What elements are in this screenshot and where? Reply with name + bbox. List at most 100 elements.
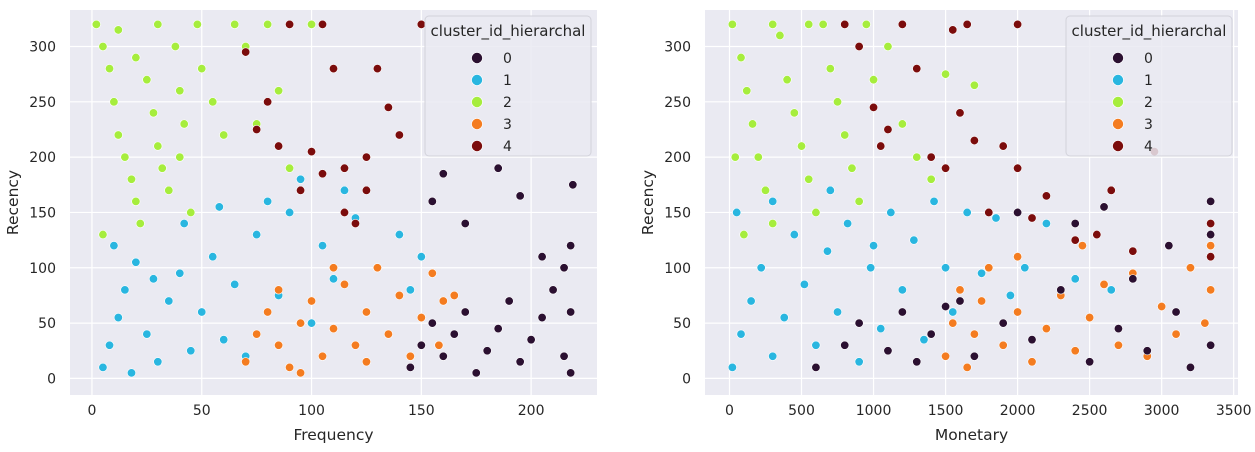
x-tick-label: 0 [87, 403, 96, 419]
scatter-point-cluster-4 [263, 97, 273, 107]
scatter-point-cluster-3 [1113, 340, 1123, 350]
scatter-point-cluster-3 [328, 263, 338, 273]
scatter-point-cluster-1 [746, 296, 756, 306]
scatter-point-cluster-1 [318, 241, 328, 251]
scatter-point-cluster-0 [460, 219, 470, 229]
scatter-point-cluster-3 [1027, 357, 1037, 367]
y-tick-label: 300 [664, 40, 691, 56]
scatter-point-cluster-2 [179, 119, 189, 129]
scatter-point-cluster-1 [394, 230, 404, 240]
scatter-point-cluster-2 [854, 196, 864, 206]
scatter-point-cluster-2 [98, 42, 108, 52]
scatter-point-cluster-0 [548, 285, 558, 295]
scatter-point-cluster-2 [230, 19, 240, 29]
scatter-point-cluster-3 [1077, 241, 1087, 251]
scatter-point-cluster-3 [274, 340, 284, 350]
legend-marker-2 [1112, 96, 1124, 108]
scatter-point-cluster-1 [876, 324, 886, 334]
scatter-point-cluster-2 [869, 75, 879, 85]
scatter-point-cluster-4 [869, 102, 879, 112]
scatter-point-cluster-1 [186, 346, 196, 356]
scatter-point-cluster-3 [307, 296, 317, 306]
scatter-point-cluster-2 [274, 86, 284, 96]
scatter-point-cluster-4 [361, 152, 371, 162]
scatter-point-cluster-1 [866, 263, 876, 273]
y-tick-label: 250 [29, 95, 56, 111]
x-axis-label: Frequency [293, 426, 373, 444]
scatter-point-cluster-2 [131, 196, 141, 206]
x-tick-label: 1500 [928, 403, 964, 419]
legend-title: cluster_id_hierarchal [431, 22, 586, 41]
scatter-point-cluster-2 [727, 19, 737, 29]
scatter-point-cluster-1 [142, 329, 152, 339]
scatter-point-cluster-4 [339, 163, 349, 173]
scatter-point-cluster-3 [263, 307, 273, 317]
scatter-point-cluster-3 [984, 263, 994, 273]
scatter-point-cluster-0 [926, 329, 936, 339]
scatter-point-cluster-2 [142, 75, 152, 85]
scatter-point-cluster-2 [804, 174, 814, 184]
scatter-point-cluster-1 [768, 351, 778, 361]
scatter-point-cluster-2 [811, 207, 821, 217]
scatter-point-cluster-0 [912, 357, 922, 367]
scatter-point-cluster-3 [252, 329, 262, 339]
scatter-point-cluster-0 [427, 196, 437, 206]
scatter-point-cluster-1 [929, 196, 939, 206]
scatter-point-cluster-3 [1013, 252, 1023, 262]
scatter-point-cluster-3 [1206, 285, 1216, 295]
legend-label-3: 3 [1144, 117, 1153, 133]
scatter-point-cluster-3 [361, 357, 371, 367]
y-tick-label: 300 [29, 40, 56, 56]
scatter-point-cluster-4 [1092, 230, 1102, 240]
scatter-point-cluster-0 [438, 169, 448, 179]
scatter-point-cluster-0 [405, 362, 415, 372]
scatter-point-cluster-2 [840, 130, 850, 140]
scatter-point-cluster-3 [1200, 318, 1210, 328]
scatter-point-cluster-1 [909, 235, 919, 245]
scatter-point-cluster-4 [883, 124, 893, 134]
scatter-point-cluster-2 [109, 97, 119, 107]
scatter-point-cluster-0 [1128, 274, 1138, 284]
scatter-point-cluster-1 [197, 307, 207, 317]
scatter-point-cluster-0 [1206, 230, 1216, 240]
legend-label-1: 1 [503, 73, 512, 89]
chart-panel-2: 0 500 1000 1500 2000 2500 3000 3500050100150200… [639, 10, 1251, 444]
scatter-point-cluster-3 [241, 357, 251, 367]
legend-marker-4 [1112, 140, 1124, 152]
x-tick-label: 200 [518, 403, 545, 419]
legend-label-2: 2 [1144, 95, 1153, 111]
scatter-point-cluster-2 [170, 42, 180, 52]
scatter-point-cluster-4 [955, 108, 965, 118]
legend: cluster_id_hierarchal 0 1 2 3 4 [424, 15, 592, 157]
scatter-point-cluster-2 [768, 19, 778, 29]
scatter-point-cluster-1 [296, 174, 306, 184]
scatter-point-cluster-1 [897, 285, 907, 295]
scatter-point-cluster-2 [797, 141, 807, 151]
scatter-point-cluster-3 [1013, 307, 1023, 317]
scatter-point-cluster-2 [748, 119, 758, 129]
scatter-point-cluster-1 [977, 268, 987, 278]
legend-marker-3 [1112, 118, 1124, 130]
scatter-point-cluster-1 [833, 307, 843, 317]
scatter-point-cluster-0 [460, 307, 470, 317]
scatter-point-cluster-3 [1070, 346, 1080, 356]
scatter-point-cluster-2 [926, 174, 936, 184]
scatter-point-cluster-3 [328, 324, 338, 334]
scatter-point-cluster-4 [416, 19, 426, 29]
legend-label-0: 0 [1144, 51, 1153, 67]
scatter-point-cluster-3 [1185, 263, 1195, 273]
scatter-point-cluster-0 [883, 346, 893, 356]
scatter-point-cluster-0 [1085, 357, 1095, 367]
legend-marker-0 [1112, 52, 1124, 64]
scatter-point-cluster-1 [164, 296, 174, 306]
y-tick-label: 250 [664, 95, 691, 111]
scatter-point-cluster-0 [1027, 335, 1037, 345]
scatter-point-cluster-3 [350, 340, 360, 350]
scatter-point-cluster-2 [825, 64, 835, 74]
scatter-point-cluster-0 [1206, 196, 1216, 206]
scatter-point-cluster-0 [515, 191, 525, 201]
scatter-point-cluster-4 [1013, 163, 1023, 173]
scatter-point-cluster-1 [948, 307, 958, 317]
scatter-point-cluster-2 [208, 97, 218, 107]
scatter-point-cluster-1 [1020, 263, 1030, 273]
